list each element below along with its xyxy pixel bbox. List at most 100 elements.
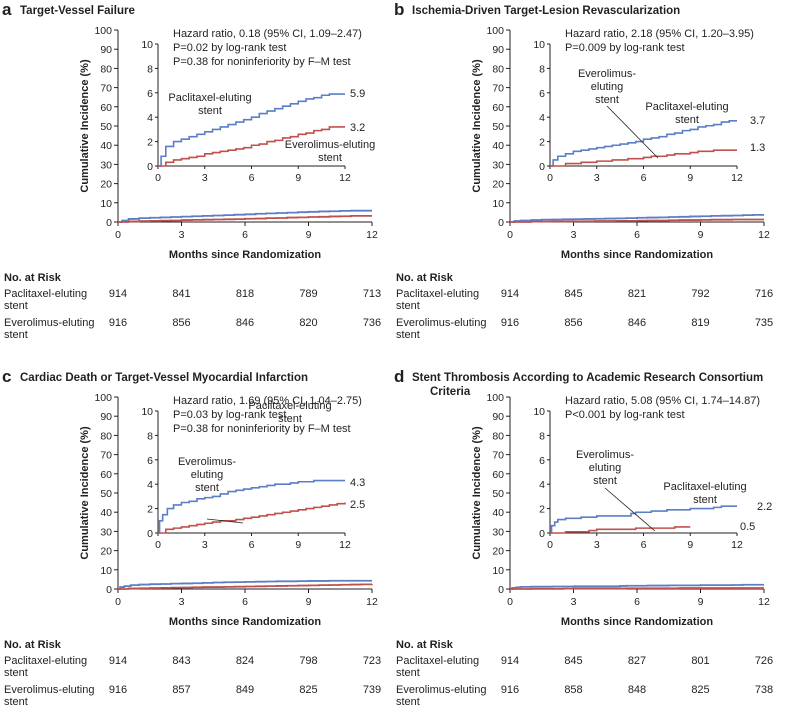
risk-value: 916 <box>109 684 127 696</box>
risk-row-label: stent <box>4 667 28 679</box>
stat-text: Hazard ratio, 0.18 (95% CI, 1.09–2.47) <box>173 28 362 40</box>
inset-y-tick-label: 10 <box>533 39 545 51</box>
risk-row-label: stent <box>396 329 420 341</box>
inset-y-tick-label: 0 <box>539 161 545 173</box>
y-tick-label: 20 <box>100 179 112 191</box>
stat-text: P<0.001 by log-rank test <box>565 409 685 421</box>
risk-row-label: Paclitaxel-eluting <box>4 288 87 300</box>
inset-line-everolimus <box>550 526 691 534</box>
y-tick-label: 100 <box>486 25 504 37</box>
risk-value: 819 <box>691 317 709 329</box>
x-axis-label: Months since Randomization <box>169 616 321 628</box>
x-tick-label: 3 <box>571 596 577 608</box>
panel-title: Target-Vessel Failure <box>20 5 135 17</box>
inset-y-tick-label: 10 <box>141 406 153 418</box>
y-tick-label: 100 <box>94 392 112 404</box>
y-tick-label: 90 <box>100 44 112 56</box>
x-axis-label: Months since Randomization <box>561 249 713 261</box>
series-label-everolimus: Everolimus- <box>578 68 636 80</box>
risk-value: 739 <box>363 684 381 696</box>
inset-y-tick-label: 4 <box>539 112 545 124</box>
risk-value: 801 <box>691 655 709 667</box>
y-tick-label: 80 <box>100 430 112 442</box>
series-label-everolimus: eluting <box>589 462 621 474</box>
panel-letter: d <box>394 367 404 386</box>
stat-text: P=0.02 by log-rank test <box>173 42 286 54</box>
inset-x-tick-label: 12 <box>339 539 351 551</box>
x-tick-label: 3 <box>179 596 185 608</box>
panel-c: c Cardiac Death or Target-Vessel Myocardi… <box>2 367 381 707</box>
risk-table-header: No. at Risk <box>396 639 454 651</box>
inset-line-paclitaxel <box>550 505 737 534</box>
risk-value: 789 <box>299 288 317 300</box>
inset-x-tick-label: 12 <box>731 539 743 551</box>
y-tick-label: 60 <box>100 102 112 114</box>
inset-y-tick-label: 2 <box>147 137 153 149</box>
risk-value: 825 <box>691 684 709 696</box>
risk-row-label: Everolimus-eluting <box>4 317 94 329</box>
panel-b: b Ischemia-Driven Target-Lesion Revascula… <box>394 0 773 341</box>
stat-text: Hazard ratio, 2.18 (95% CI, 1.20–3.95) <box>565 28 754 40</box>
y-tick-label: 40 <box>100 140 112 152</box>
y-tick-label: 80 <box>100 63 112 75</box>
inset-y-tick-label: 4 <box>539 479 545 491</box>
inset-x-tick-label: 9 <box>295 172 301 184</box>
x-tick-label: 0 <box>507 596 513 608</box>
series-label-everolimus: stent <box>195 482 219 494</box>
risk-row-label: stent <box>4 300 28 312</box>
inset-x-tick-label: 3 <box>202 539 208 551</box>
risk-value: 726 <box>755 655 773 667</box>
inset-line-paclitaxel <box>158 93 345 167</box>
series-label-paclitaxel: Paclitaxel-eluting <box>168 92 251 104</box>
x-tick-label: 3 <box>179 229 185 241</box>
x-tick-label: 12 <box>758 596 770 608</box>
series-label-everolimus: Everolimus-eluting <box>285 139 375 151</box>
inset-x-tick-label: 0 <box>155 539 161 551</box>
risk-value: 914 <box>109 655 127 667</box>
inset-x-tick-label: 6 <box>249 172 255 184</box>
inset-line-everolimus <box>158 126 345 167</box>
inset-line-paclitaxel <box>550 120 737 167</box>
y-tick-label: 100 <box>94 25 112 37</box>
final-value-everolimus: 1.3 <box>750 142 765 154</box>
series-label-paclitaxel: Paclitaxel-eluting <box>645 101 728 113</box>
series-label-paclitaxel: stent <box>198 105 222 117</box>
series-label-everolimus: stent <box>595 94 619 106</box>
risk-value: 856 <box>564 317 582 329</box>
inset-y-tick-label: 0 <box>147 528 153 540</box>
risk-row-label: Everolimus-eluting <box>4 684 94 696</box>
inset-y-tick-label: 2 <box>539 137 545 149</box>
x-tick-label: 12 <box>366 596 378 608</box>
y-tick-label: 10 <box>100 565 112 577</box>
y-tick-label: 90 <box>492 411 504 423</box>
y-tick-label: 50 <box>492 488 504 500</box>
inset-y-tick-label: 8 <box>147 430 153 442</box>
y-axis-label: Cumulative Incidence (%) <box>471 59 483 193</box>
main-line-everolimus <box>510 587 764 590</box>
stat-text: P=0.38 for noninferiority by F–M test <box>173 56 351 68</box>
main-line-paclitaxel <box>118 209 372 223</box>
risk-row-label: stent <box>4 329 28 341</box>
y-tick-label: 40 <box>492 140 504 152</box>
risk-value: 914 <box>501 288 519 300</box>
risk-row-label: stent <box>396 667 420 679</box>
risk-value: 914 <box>501 655 519 667</box>
y-tick-label: 30 <box>100 159 112 171</box>
risk-row-label: stent <box>4 696 28 707</box>
x-tick-label: 0 <box>115 596 121 608</box>
risk-value: 716 <box>755 288 773 300</box>
risk-table-header: No. at Risk <box>4 272 62 284</box>
y-tick-label: 10 <box>492 565 504 577</box>
risk-value: 736 <box>363 317 381 329</box>
x-tick-label: 12 <box>758 229 770 241</box>
y-tick-label: 80 <box>492 63 504 75</box>
risk-value: 820 <box>299 317 317 329</box>
panel-title: Criteria <box>430 386 471 398</box>
y-tick-label: 90 <box>100 411 112 423</box>
series-label-everolimus: stent <box>318 152 342 164</box>
y-tick-label: 20 <box>100 546 112 558</box>
inset-x-tick-label: 9 <box>687 172 693 184</box>
y-tick-label: 30 <box>492 159 504 171</box>
y-tick-label: 60 <box>492 102 504 114</box>
inset-line-paclitaxel <box>158 479 345 534</box>
